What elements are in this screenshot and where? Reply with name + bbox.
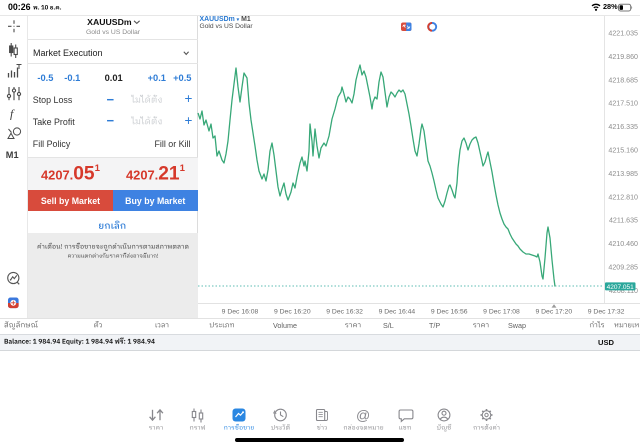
svg-text:4208.110: 4208.110 — [609, 287, 638, 295]
svg-text:9 Dec 17:08: 9 Dec 17:08 — [483, 309, 520, 316]
svg-text:4221.035: 4221.035 — [608, 30, 638, 38]
svg-text:4213.985: 4213.985 — [608, 170, 638, 178]
svg-text:4210.460: 4210.460 — [608, 240, 638, 248]
svg-text:4207.051: 4207.051 — [607, 284, 634, 291]
svg-text:4217.510: 4217.510 — [608, 100, 638, 108]
svg-text:4216.335: 4216.335 — [608, 123, 638, 131]
svg-text:4211.635: 4211.635 — [609, 217, 638, 225]
svg-text:9 Dec 16:56: 9 Dec 16:56 — [431, 309, 468, 316]
svg-text:4209.285: 4209.285 — [608, 264, 638, 272]
svg-text:9 Dec 16:44: 9 Dec 16:44 — [379, 309, 416, 316]
svg-text:4215.160: 4215.160 — [608, 147, 638, 155]
svg-text:4218.685: 4218.685 — [608, 76, 638, 84]
svg-text:9 Dec 16:20: 9 Dec 16:20 — [274, 309, 311, 316]
svg-text:4219.860: 4219.860 — [608, 53, 638, 61]
svg-text:9 Dec 16:32: 9 Dec 16:32 — [326, 309, 363, 316]
svg-text:9 Dec 17:32: 9 Dec 17:32 — [588, 309, 625, 316]
svg-text:4212.810: 4212.810 — [608, 193, 638, 201]
svg-text:9 Dec 16:08: 9 Dec 16:08 — [222, 309, 259, 316]
svg-text:f: f — [10, 107, 15, 121]
svg-text:@: @ — [356, 407, 370, 423]
svg-text:9 Dec 17:20: 9 Dec 17:20 — [535, 309, 572, 316]
svg-text:M1: M1 — [6, 150, 19, 160]
